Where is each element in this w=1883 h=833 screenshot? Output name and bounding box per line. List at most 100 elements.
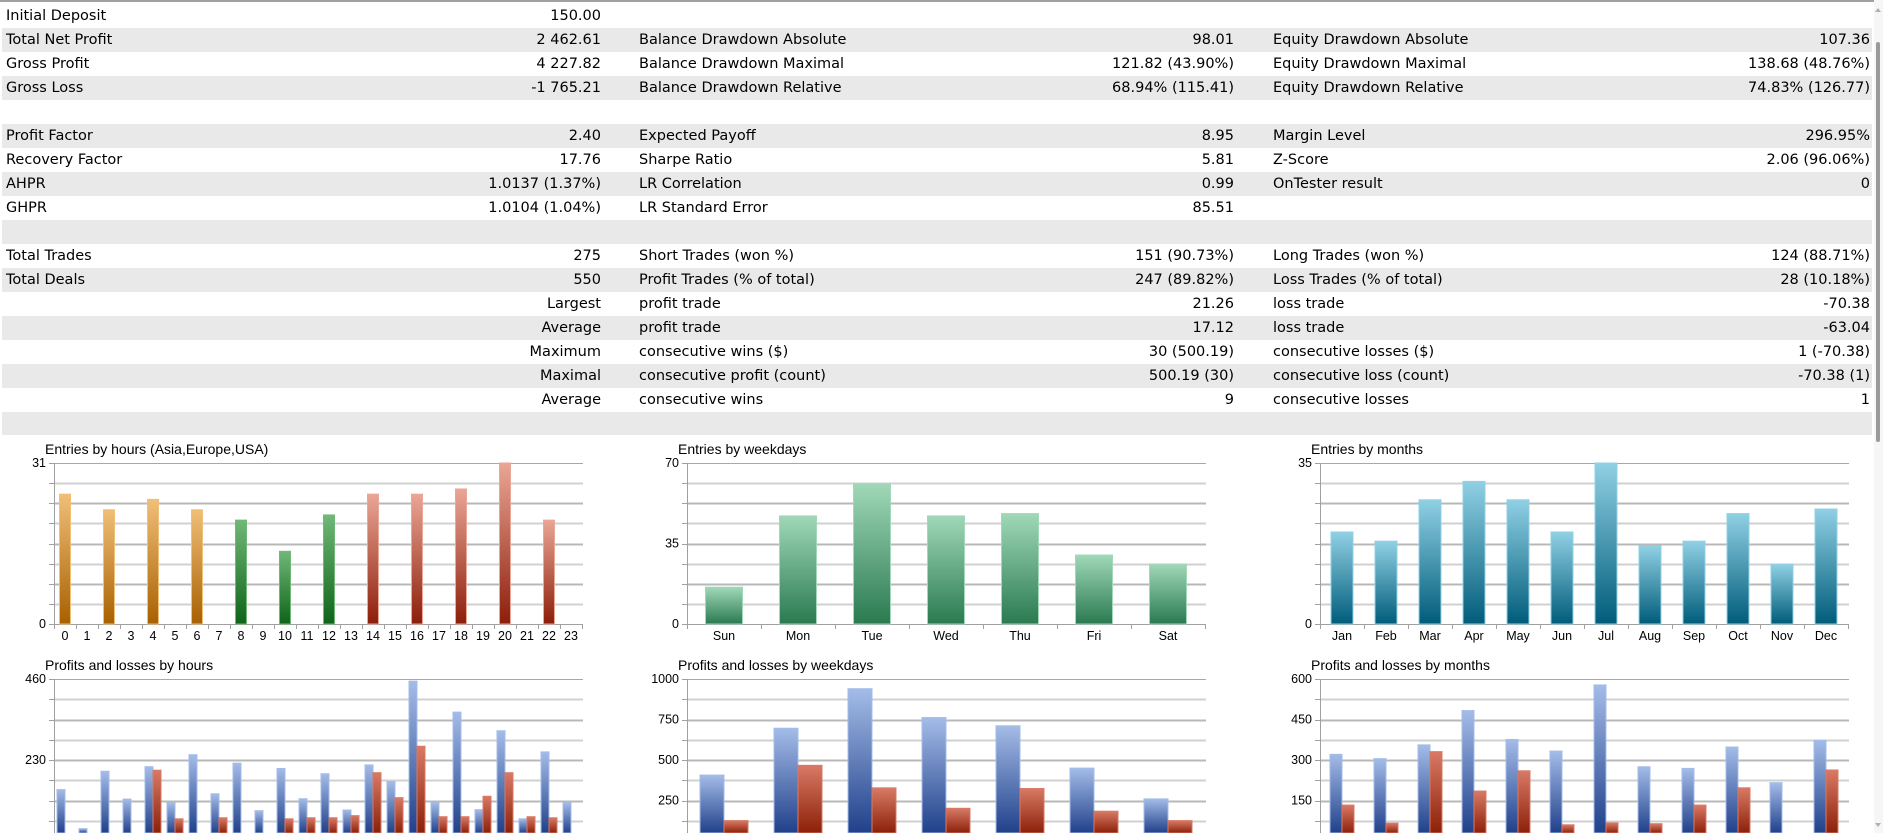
x-tick-label: Aug xyxy=(1639,629,1661,643)
vertical-scrollbar[interactable] xyxy=(1874,0,1883,833)
x-tick-label: Wed xyxy=(933,629,959,643)
row-value: -70.38 xyxy=(1823,296,1870,312)
report-row xyxy=(2,100,1872,124)
report-row: Recovery Factor 17.76 Sharpe Ratio 5.81 Z-Sc… xyxy=(2,148,1872,172)
x-tick-label: Fri xyxy=(1087,629,1102,643)
row-value: -1 765.21 xyxy=(531,80,601,96)
row-label: GHPR xyxy=(6,200,47,216)
loss-bar-may xyxy=(1517,770,1531,833)
loss-bar-5 xyxy=(174,818,184,833)
profit-bar-wed xyxy=(921,717,947,833)
profit-bar-thu xyxy=(995,725,1021,833)
row-value: 2 462.61 xyxy=(536,32,601,48)
x-tick-label: 9 xyxy=(260,629,267,643)
report-row: Gross Profit 4 227.82 Balance Drawdown Max… xyxy=(2,52,1872,76)
row-label: LR Correlation xyxy=(639,176,742,192)
row-value: 30 (500.19) xyxy=(1148,344,1234,360)
bar-16 xyxy=(411,493,423,625)
profit-bar-18 xyxy=(452,711,462,833)
row-value: 28 (10.18%) xyxy=(1780,272,1870,288)
bar-jul xyxy=(1594,462,1618,625)
bar-feb xyxy=(1374,540,1398,625)
x-tick-label: 2 xyxy=(106,629,113,643)
x-tick-label: 19 xyxy=(476,629,490,643)
row-label: Balance Drawdown Maximal xyxy=(639,56,845,72)
y-tick-label: 1000 xyxy=(651,672,679,686)
scroll-up-arrow-icon[interactable] xyxy=(1875,8,1881,12)
x-tick-label: 8 xyxy=(238,629,245,643)
x-tick-label: 11 xyxy=(301,629,314,643)
chart-title: Entries by weekdays xyxy=(678,441,806,457)
row-value: 4 227.82 xyxy=(536,56,601,72)
profit-bar-7 xyxy=(210,793,220,833)
row-value: 17.12 xyxy=(1192,320,1234,336)
bar-sat xyxy=(1149,563,1187,625)
x-tick-label: Dec xyxy=(1815,629,1837,643)
scrollbar-thumb[interactable] xyxy=(1876,42,1880,442)
y-tick-label: 0 xyxy=(39,617,46,631)
row-value: 275 xyxy=(573,248,601,264)
bar-jun xyxy=(1550,531,1574,625)
profit-bar-1 xyxy=(78,828,88,833)
row-value: 17.76 xyxy=(559,152,601,168)
row-value: 247 (89.82%) xyxy=(1135,272,1234,288)
report-row: Profit Factor 2.40 Expected Payoff 8.95 Marg… xyxy=(2,124,1872,148)
report-row: Average profit trade 17.12 loss trade -63.04 xyxy=(2,316,1872,340)
x-tick-label: 18 xyxy=(454,629,468,643)
profit-bar-sun xyxy=(699,774,725,833)
report-row: Total Net Profit 2 462.61 Balance Drawdown… xyxy=(2,28,1872,52)
profit-bar-15 xyxy=(386,780,396,833)
row-value: 151 (90.73%) xyxy=(1135,248,1234,264)
bar-mon xyxy=(779,515,817,625)
x-tick-label: 20 xyxy=(498,629,512,643)
x-tick-label: 3 xyxy=(128,629,135,643)
bar-jan xyxy=(1330,531,1354,625)
row-value: 1.0104 (1.04%) xyxy=(488,200,601,216)
row-label: Gross Profit xyxy=(6,56,90,72)
x-tick-label: 21 xyxy=(520,629,534,643)
x-tick-label: Sat xyxy=(1159,629,1178,643)
profit-bar-nov xyxy=(1769,782,1783,833)
profit-bar-fri xyxy=(1069,767,1095,833)
loss-bar-14 xyxy=(372,772,382,833)
profit-bar-aug xyxy=(1637,766,1651,833)
profit-bar-11 xyxy=(298,798,308,833)
row-label: consecutive losses xyxy=(1273,392,1409,408)
profit-bar-jul xyxy=(1593,684,1607,833)
bar-may xyxy=(1506,499,1530,625)
x-tick-label: Mar xyxy=(1419,629,1441,643)
profit-bar-12 xyxy=(320,773,330,833)
row-label: consecutive wins xyxy=(639,392,764,408)
bar-dec xyxy=(1814,508,1838,625)
loss-bar-16 xyxy=(416,745,426,833)
profit-bar-dec xyxy=(1813,739,1827,833)
loss-bar-oct xyxy=(1737,787,1751,833)
profit-bar-3 xyxy=(122,798,132,833)
loss-bar-19 xyxy=(482,795,492,833)
x-tick-label: 22 xyxy=(542,629,556,643)
row-value: Largest xyxy=(546,296,601,312)
x-tick-label: Jul xyxy=(1598,629,1614,643)
row-label: Expected Payoff xyxy=(639,128,756,144)
row-label: Sharpe Ratio xyxy=(639,152,733,168)
row-value: 150.00 xyxy=(550,8,601,24)
profit-bar-mon xyxy=(773,727,799,833)
row-value: 1 (-70.38) xyxy=(1798,344,1870,360)
loss-bar-10 xyxy=(284,818,294,833)
row-label: Margin Level xyxy=(1273,128,1366,144)
y-tick-label: 0 xyxy=(672,617,679,631)
profit-bar-23 xyxy=(562,802,572,833)
profit-bar-19 xyxy=(474,809,484,833)
bar-wed xyxy=(927,515,965,625)
scroll-down-arrow-icon[interactable] xyxy=(1875,823,1881,827)
profit-bar-2 xyxy=(100,770,110,833)
row-value: -70.38 (1) xyxy=(1798,368,1870,384)
profit-bar-6 xyxy=(188,754,198,833)
bar-0 xyxy=(59,493,71,625)
loss-bar-mar xyxy=(1429,751,1443,833)
bar-sep xyxy=(1682,540,1706,625)
x-tick-label: Feb xyxy=(1375,629,1397,643)
x-tick-label: 23 xyxy=(564,629,578,643)
profit-bar-jan xyxy=(1329,753,1343,833)
y-tick-label: 450 xyxy=(1291,713,1312,727)
